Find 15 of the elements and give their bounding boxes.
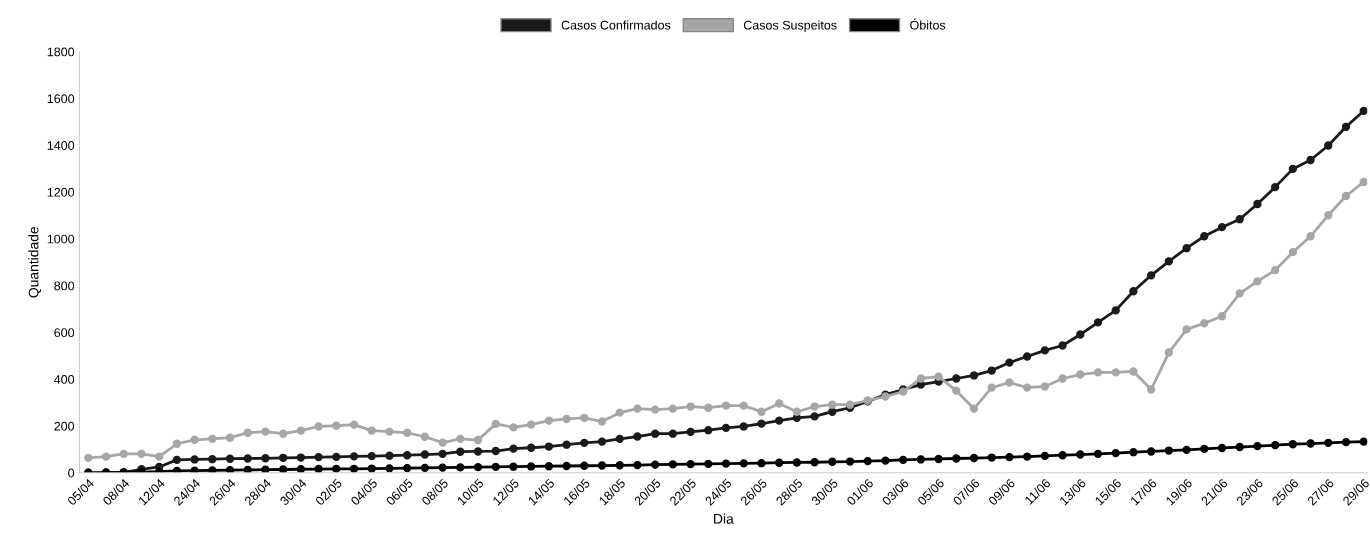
y-tick-label: 0 (68, 468, 75, 478)
y-tick-label: 1200 (47, 187, 75, 197)
y-tick-label: 1800 (47, 47, 75, 57)
y-tick-label: 200 (54, 421, 75, 431)
y-tick-label: 1600 (47, 94, 75, 104)
y-tick-label: 400 (54, 375, 75, 384)
legend-label: Casos Suspeitos (743, 20, 837, 33)
legend-label: Óbitos (910, 18, 946, 30)
y-tick-label: 1400 (47, 141, 75, 150)
y-tick-label: 600 (54, 328, 75, 338)
y-axis-title: Quantidade (28, 226, 41, 298)
y-tick-label: 1000 (47, 234, 75, 244)
legend-label: Casos Confirmados (561, 20, 671, 30)
y-tick-label: 800 (54, 281, 75, 291)
x-axis-title: Dia (714, 513, 734, 524)
